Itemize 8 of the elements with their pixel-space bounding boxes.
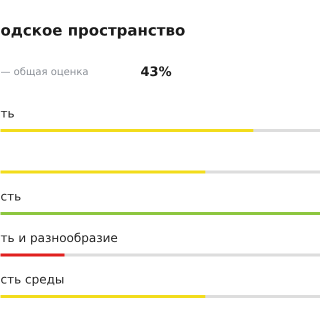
text: — общая оценка — [0, 67, 88, 78]
y-tick-label: сть среды — [0, 272, 64, 286]
y-tick-label: сть — [0, 190, 22, 204]
text: 43% — [140, 65, 172, 80]
bar — [0, 254, 64, 256]
y-tick-label: ть и разнообразие — [0, 231, 118, 245]
chart-title: одское пространство — [0, 22, 186, 40]
y-tick-label: ть — [0, 106, 15, 120]
